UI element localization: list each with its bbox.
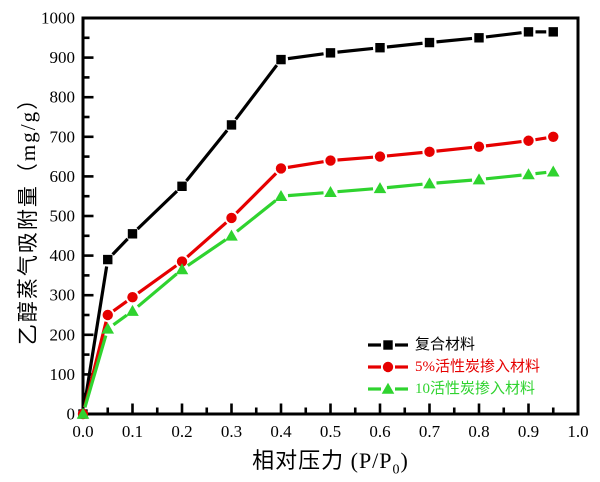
svg-text:0: 0 bbox=[67, 405, 76, 424]
svg-text:200: 200 bbox=[50, 325, 76, 344]
svg-text:0.3: 0.3 bbox=[221, 422, 242, 441]
svg-text:0.4: 0.4 bbox=[270, 422, 292, 441]
x-axis-title-subscript: 0 bbox=[392, 462, 401, 478]
svg-text:0.5: 0.5 bbox=[320, 422, 341, 441]
svg-text:1000: 1000 bbox=[41, 9, 75, 28]
svg-text:0.1: 0.1 bbox=[122, 422, 143, 441]
plot-border bbox=[81, 16, 580, 416]
legend: 复合材料 5%活性炭掺入材料 10活性炭掺入材料 bbox=[368, 334, 540, 400]
svg-text:0.6: 0.6 bbox=[369, 422, 390, 441]
legend-key-triangle-icon bbox=[368, 382, 408, 394]
svg-text:0.9: 0.9 bbox=[518, 422, 539, 441]
legend-label: 10活性炭掺入材料 bbox=[415, 380, 536, 397]
axis-ticks bbox=[81, 16, 580, 416]
legend-key-circle-icon bbox=[368, 361, 408, 373]
svg-text:900: 900 bbox=[50, 48, 76, 67]
series-composite bbox=[78, 27, 558, 419]
svg-text:500: 500 bbox=[50, 207, 76, 226]
legend-item-5pct-activated-carbon: 5%活性炭掺入材料 bbox=[368, 356, 540, 378]
x-axis-title-text: 相对压力 (P/P bbox=[252, 448, 393, 473]
legend-item-composite: 复合材料 bbox=[368, 334, 540, 356]
svg-text:800: 800 bbox=[50, 88, 76, 107]
svg-text:0.7: 0.7 bbox=[419, 422, 441, 441]
svg-text:600: 600 bbox=[50, 167, 76, 186]
svg-text:0.2: 0.2 bbox=[171, 422, 192, 441]
svg-text:400: 400 bbox=[50, 246, 76, 265]
x-tick-labels: 0.0 0.1 0.2 0.3 0.4 0.5 0.6 0.7 0.8 0.9 1.0 bbox=[72, 422, 588, 441]
svg-text:0.0: 0.0 bbox=[72, 422, 93, 441]
x-axis-title: 相对压力 (P/P0) bbox=[83, 443, 578, 478]
legend-item-10pct-activated-carbon: 10活性炭掺入材料 bbox=[368, 378, 540, 400]
svg-text:100: 100 bbox=[50, 365, 76, 384]
svg-text:0.8: 0.8 bbox=[468, 422, 489, 441]
svg-text:1.0: 1.0 bbox=[567, 422, 588, 441]
y-tick-labels: 0 100 200 300 400 500 600 700 800 900 1000 bbox=[41, 9, 75, 424]
legend-key-square-icon bbox=[368, 340, 408, 350]
x-axis-title-close: ) bbox=[400, 448, 409, 473]
legend-label: 复合材料 bbox=[415, 336, 476, 353]
series-ac10 bbox=[76, 165, 560, 419]
svg-text:300: 300 bbox=[50, 286, 76, 305]
series-ac5 bbox=[77, 131, 559, 420]
y-axis-title: 乙醇蒸气吸附量（mg/g） bbox=[16, 86, 40, 346]
legend-label: 5%活性炭掺入材料 bbox=[415, 358, 540, 375]
svg-text:700: 700 bbox=[50, 127, 76, 146]
